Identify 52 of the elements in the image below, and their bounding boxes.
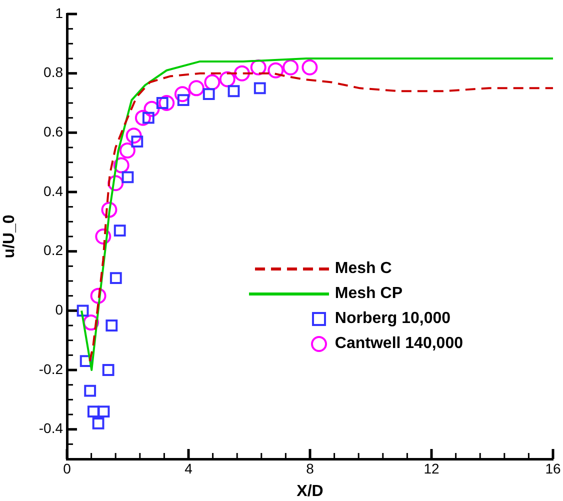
point [92, 417, 104, 430]
point [302, 59, 318, 76]
point [174, 86, 190, 102]
legend-label: Mesh CP [334, 284, 402, 302]
point [122, 171, 134, 184]
point [84, 384, 96, 397]
point [134, 110, 151, 126]
point [106, 320, 118, 332]
point [204, 74, 220, 90]
point [82, 314, 99, 331]
point [119, 142, 136, 158]
y-tick-label: 0 [55, 302, 64, 318]
y-tick-label: 0.2 [44, 242, 64, 258]
point [102, 364, 114, 376]
x-tick-label: 8 [306, 460, 314, 476]
point [101, 202, 118, 218]
point [144, 100, 160, 117]
y-tick-label: -0.2 [38, 360, 64, 377]
point [110, 272, 122, 284]
y-tick-label: 0.4 [44, 182, 64, 199]
x-tick-label: 12 [424, 460, 440, 476]
y-tick-label: 0.6 [44, 124, 64, 140]
point [108, 175, 124, 192]
point [250, 59, 266, 76]
point [282, 59, 299, 76]
point [126, 128, 142, 144]
point [188, 80, 204, 96]
point [234, 65, 250, 82]
y-tick-label: 1 [55, 4, 64, 21]
point [228, 85, 240, 98]
point [114, 224, 126, 237]
point [219, 71, 236, 88]
point [268, 62, 284, 78]
point [113, 157, 130, 174]
point [254, 82, 266, 94]
legend-label: Norberg 10,000 [334, 310, 451, 328]
legend-label: Mesh C [334, 260, 392, 278]
point [95, 228, 112, 244]
x-tick-label: 4 [184, 460, 193, 476]
point [87, 406, 100, 418]
legend-label: Cantwell 140,000 [334, 334, 463, 352]
point [80, 355, 92, 368]
y-axis-title: u/U_0 [1, 214, 18, 258]
x-tick-label: 16 [545, 460, 561, 476]
y-tick-label: 0.8 [44, 64, 64, 80]
point [98, 406, 110, 418]
y-tick-label: -0.4 [38, 420, 64, 436]
point [90, 288, 106, 304]
point [76, 304, 89, 317]
x-axis-title: X/D [296, 482, 324, 500]
point [202, 88, 215, 100]
point [158, 95, 175, 111]
